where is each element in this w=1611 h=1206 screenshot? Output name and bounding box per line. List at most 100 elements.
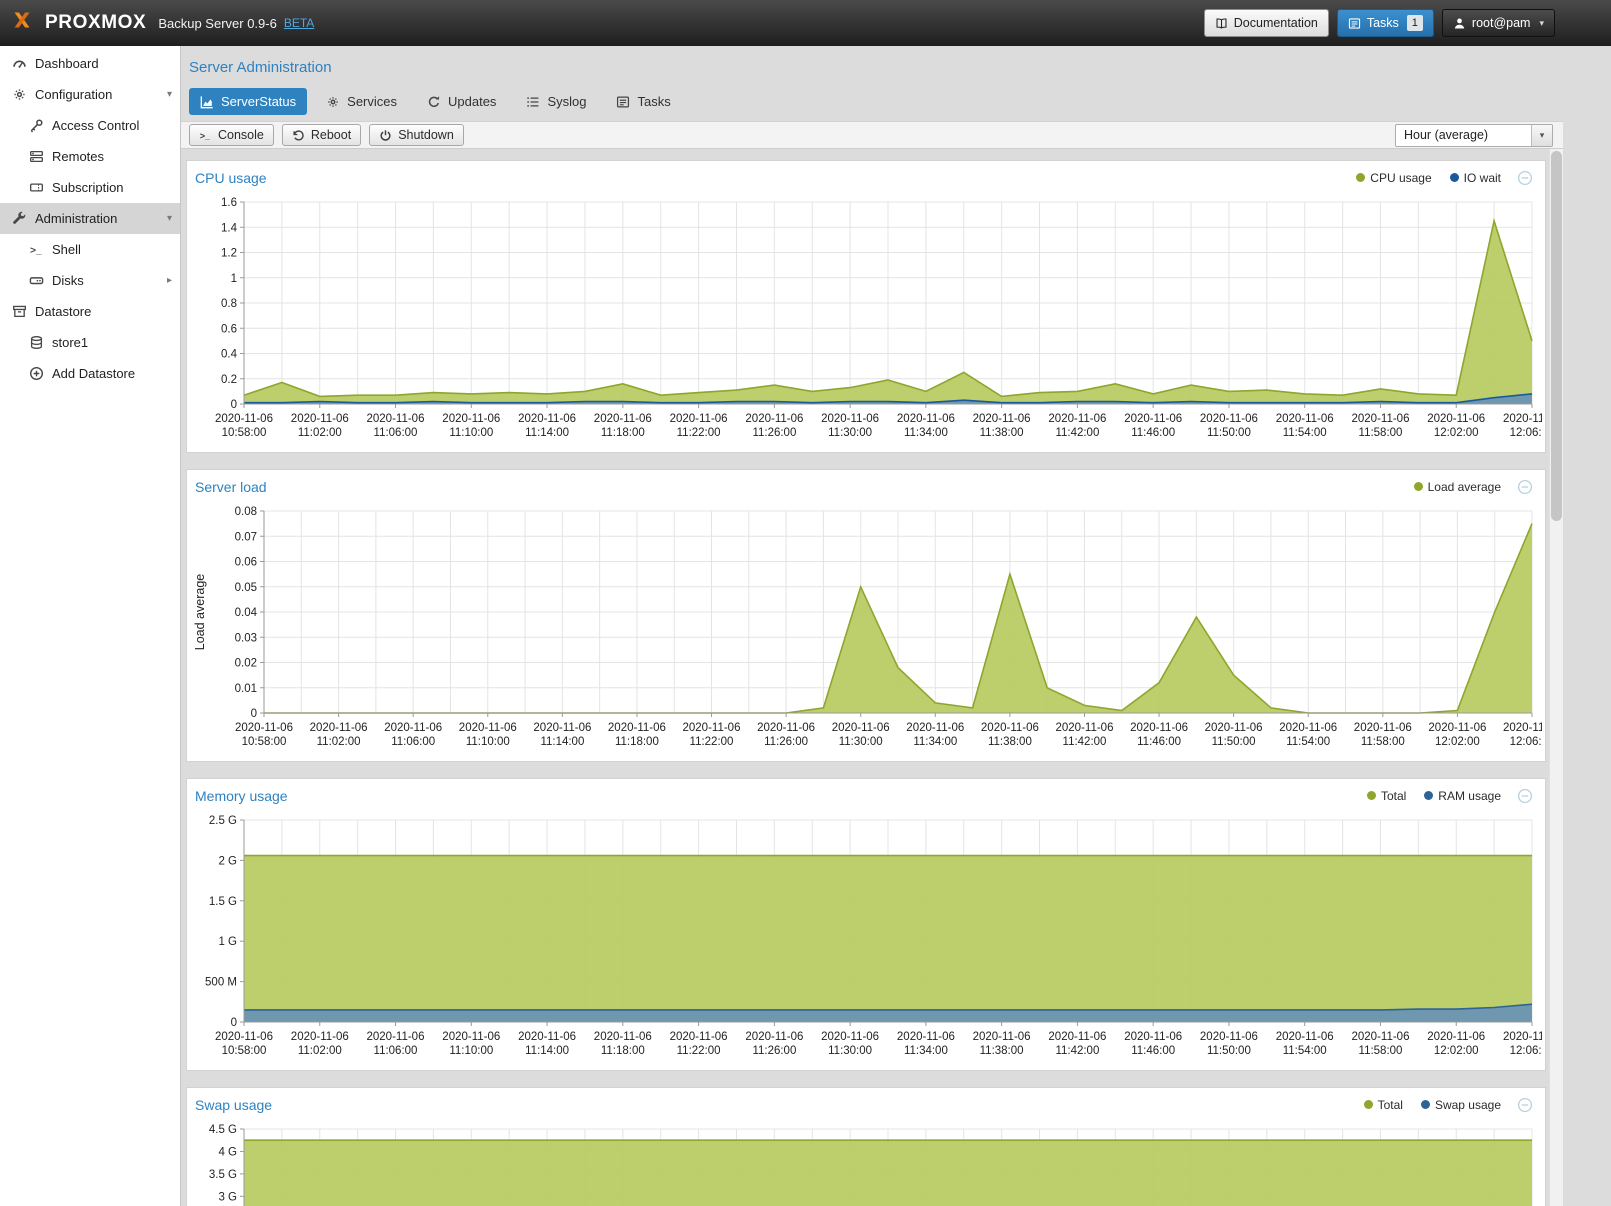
shutdown-button[interactable]: Shutdown <box>369 124 464 146</box>
user-icon <box>1453 17 1466 30</box>
legend-dot <box>1424 791 1433 800</box>
chevron-down-icon[interactable]: ▾ <box>1531 125 1552 146</box>
svg-text:2020-11-06: 2020-11-06 <box>1048 413 1106 425</box>
sidebar-item-disks[interactable]: Disks ▸ <box>0 265 180 296</box>
scrollbar-thumb[interactable] <box>1551 151 1562 521</box>
brand-text: PROXMOX <box>45 12 146 34</box>
svg-text:2020-11-06: 2020-11-06 <box>897 1031 955 1043</box>
svg-text:11:06:00: 11:06:00 <box>374 427 418 439</box>
panel-header: Memory usage TotalRAM usage <box>187 779 1545 812</box>
svg-text:11:42:00: 11:42:00 <box>1055 427 1099 439</box>
server-icon <box>29 149 44 164</box>
svg-text:11:58:00: 11:58:00 <box>1361 736 1405 748</box>
sidebar-item-remotes[interactable]: Remotes <box>0 141 180 172</box>
svg-text:11:14:00: 11:14:00 <box>525 427 569 439</box>
sidebar-item-access-control[interactable]: Access Control <box>0 110 180 141</box>
svg-text:2020-11-06: 2020-11-06 <box>1427 413 1485 425</box>
list-icon <box>526 95 540 109</box>
legend-label: Swap usage <box>1435 1098 1501 1112</box>
legend-item[interactable]: CPU usage <box>1356 171 1431 185</box>
disk-icon <box>29 273 44 288</box>
svg-text:Load average: Load average <box>193 574 207 651</box>
documentation-button[interactable]: Documentation <box>1204 9 1329 37</box>
svg-text:2020-11-06: 2020-11-06 <box>384 722 442 734</box>
svg-text:12:02:00: 12:02:00 <box>1434 1045 1479 1057</box>
swap-usage-panel: Swap usage TotalSwap usage 0500 M1 G1.5 … <box>186 1087 1546 1206</box>
svg-text:2020-11-06: 2020-11-06 <box>1056 722 1114 734</box>
svg-text:11:58:00: 11:58:00 <box>1359 1045 1403 1057</box>
legend-item[interactable]: IO wait <box>1450 171 1501 185</box>
svg-text:0: 0 <box>231 399 237 411</box>
header-actions: Documentation Tasks 1 root@pam ▾ <box>1204 9 1555 37</box>
svg-text:0.2: 0.2 <box>221 374 237 386</box>
power-icon <box>379 129 392 142</box>
memory-usage-chart: 0500 M1 G1.5 G2 G2.5 G2020-11-0610:58:00… <box>190 812 1542 1068</box>
svg-text:0.05: 0.05 <box>235 582 257 594</box>
svg-text:1.6: 1.6 <box>221 197 237 209</box>
svg-text:12:06:00: 12:06:00 <box>1510 427 1542 439</box>
legend-label: Total <box>1381 789 1406 803</box>
svg-text:11:38:00: 11:38:00 <box>980 427 1024 439</box>
svg-text:>_: >_ <box>200 131 211 141</box>
refresh-icon <box>427 95 441 109</box>
sidebar-item-subscription[interactable]: Subscription <box>0 172 180 203</box>
legend-item[interactable]: Load average <box>1414 480 1501 494</box>
tab-services[interactable]: Services <box>315 88 408 115</box>
sidebar-item-datastore[interactable]: Datastore <box>0 296 180 327</box>
cpu-usage-chart: 00.20.40.60.811.21.41.62020-11-0610:58:0… <box>190 194 1542 450</box>
svg-text:2020-11-06: 2020-11-06 <box>745 413 803 425</box>
svg-text:2020-11-06: 2020-11-06 <box>533 722 591 734</box>
svg-text:11:02:00: 11:02:00 <box>298 427 342 439</box>
tab-syslog[interactable]: Syslog <box>515 88 597 115</box>
sidebar-item-add-datastore[interactable]: Add Datastore <box>0 358 180 389</box>
chart-title: CPU usage <box>195 170 267 186</box>
tasks-button[interactable]: Tasks 1 <box>1337 9 1434 37</box>
legend-item[interactable]: RAM usage <box>1424 789 1501 803</box>
collapse-icon[interactable] <box>1517 1097 1533 1113</box>
collapse-icon[interactable] <box>1517 788 1533 804</box>
timerange-select[interactable]: Hour (average) ▾ <box>1395 124 1553 147</box>
list-alt-icon <box>616 95 630 109</box>
reboot-button[interactable]: Reboot <box>282 124 361 146</box>
sidebar-item-configuration[interactable]: Configuration ▾ <box>0 79 180 110</box>
legend-item[interactable]: Total <box>1367 789 1406 803</box>
tab-serverstatus[interactable]: ServerStatus <box>189 88 307 115</box>
tab-updates[interactable]: Updates <box>416 88 507 115</box>
sidebar-item-dashboard[interactable]: Dashboard <box>0 48 180 79</box>
product-version: Backup Server 0.9-6 <box>158 16 277 31</box>
timerange-value: Hour (average) <box>1396 125 1531 146</box>
vertical-scrollbar[interactable] <box>1549 149 1563 1206</box>
svg-text:2020-11-06: 2020-11-06 <box>367 413 425 425</box>
beta-link[interactable]: BETA <box>284 16 314 30</box>
svg-text:2020-11-06: 2020-11-06 <box>1200 413 1258 425</box>
sidebar-item-label: Dashboard <box>35 56 99 71</box>
legend-item[interactable]: Swap usage <box>1421 1098 1501 1112</box>
console-button[interactable]: >_ Console <box>189 124 274 146</box>
chart-title: Swap usage <box>195 1097 272 1113</box>
user-menu-button[interactable]: root@pam ▾ <box>1442 9 1555 37</box>
svg-text:11:18:00: 11:18:00 <box>601 427 645 439</box>
sidebar-item-shell[interactable]: >_ Shell <box>0 234 180 265</box>
svg-text:2020-11-06: 2020-11-06 <box>310 722 368 734</box>
gears-icon <box>326 95 340 109</box>
legend-label: RAM usage <box>1438 789 1501 803</box>
wrench-icon <box>12 211 27 226</box>
svg-text:2020-11-06: 2020-11-06 <box>1428 722 1486 734</box>
legend-item[interactable]: Total <box>1364 1098 1403 1112</box>
svg-text:2020-11-06: 2020-11-06 <box>1200 1031 1258 1043</box>
chart-legend: Load average <box>1414 480 1501 494</box>
svg-text:500 M: 500 M <box>205 977 237 989</box>
svg-text:2020-11-06: 2020-11-06 <box>594 413 652 425</box>
collapse-icon[interactable] <box>1517 170 1533 186</box>
svg-text:2020-11-06: 2020-11-06 <box>745 1031 803 1043</box>
svg-text:11:22:00: 11:22:00 <box>677 427 721 439</box>
collapse-icon[interactable] <box>1517 479 1533 495</box>
sidebar-item-store1[interactable]: store1 <box>0 327 180 358</box>
svg-text:2020-11-06: 2020-11-06 <box>1503 722 1542 734</box>
reboot-label: Reboot <box>311 128 351 142</box>
tab-tasks[interactable]: Tasks <box>605 88 681 115</box>
svg-text:11:50:00: 11:50:00 <box>1207 427 1251 439</box>
sidebar-item-administration[interactable]: Administration ▾ <box>0 203 180 234</box>
svg-text:11:50:00: 11:50:00 <box>1212 736 1256 748</box>
sidebar-item-label: Access Control <box>52 118 139 133</box>
